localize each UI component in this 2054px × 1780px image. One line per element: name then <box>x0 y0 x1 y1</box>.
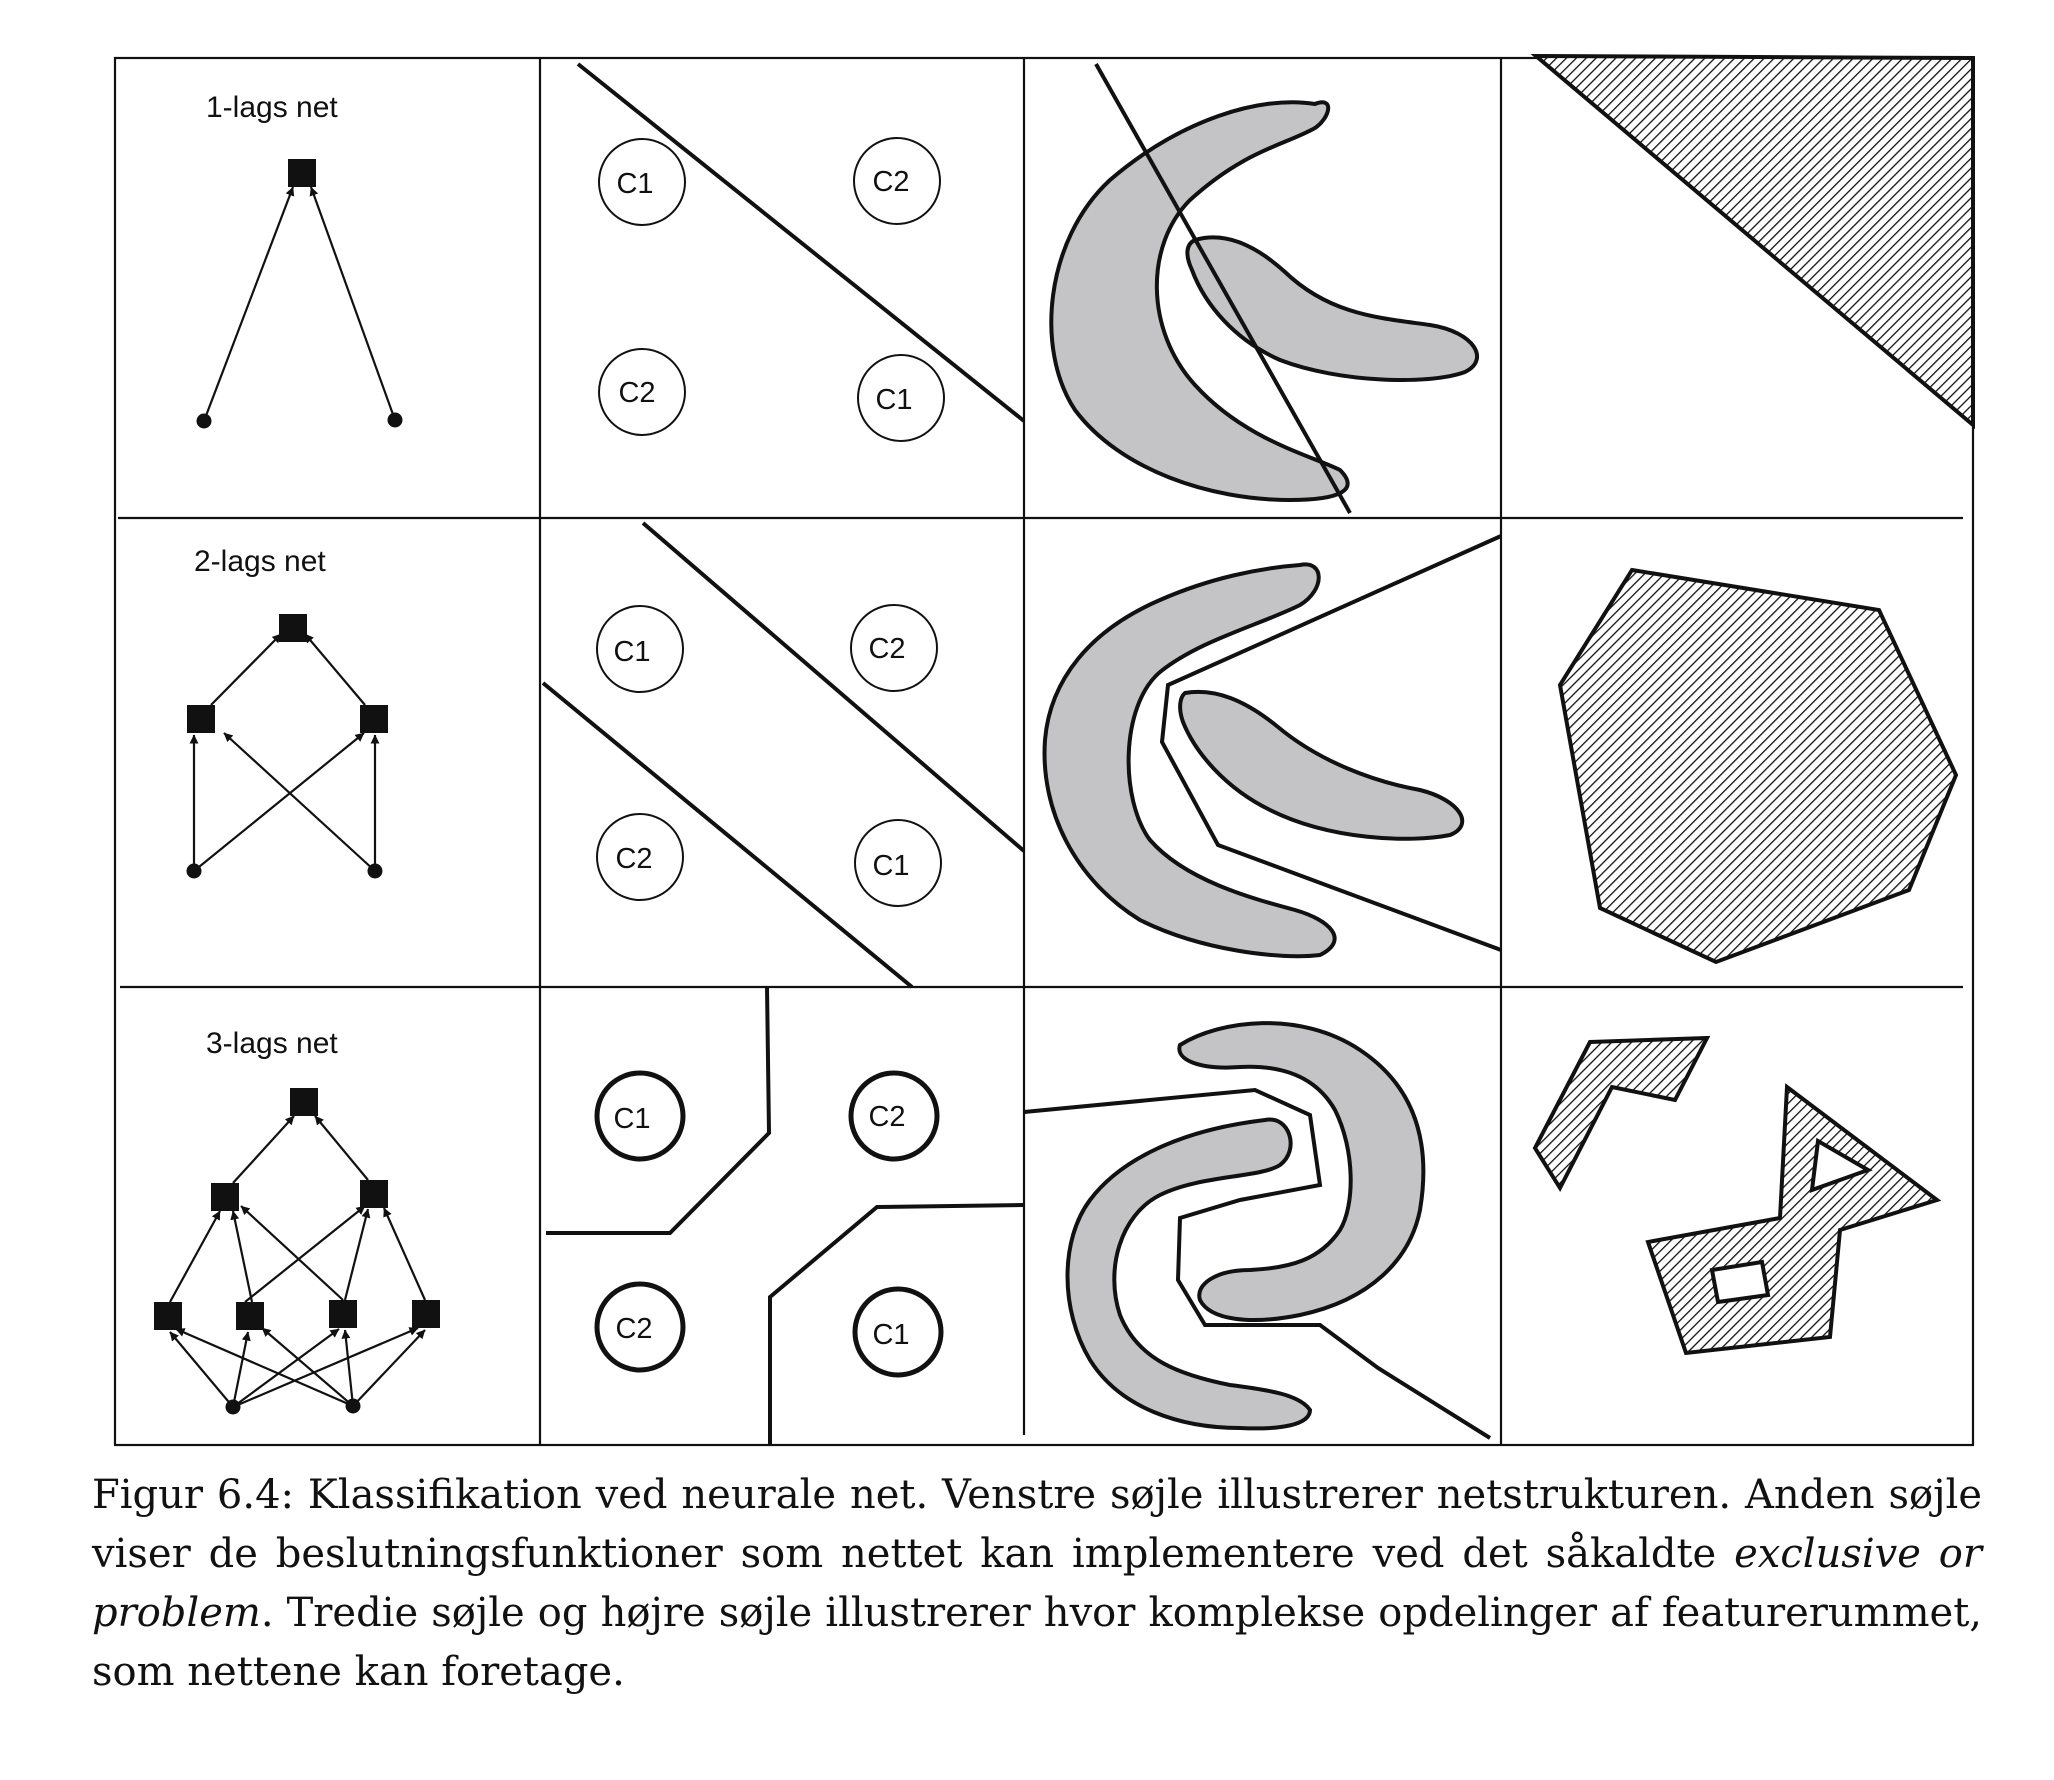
class-label: C1 <box>613 1103 650 1135</box>
hidden-node <box>187 705 215 733</box>
class-region-large <box>1042 562 1337 959</box>
class-label: C2 <box>618 377 655 409</box>
row-title-1: 1-lags net <box>206 91 338 124</box>
class-marker <box>852 1286 944 1378</box>
hole <box>1709 1259 1771 1305</box>
class-marker <box>598 348 686 436</box>
hidden-node <box>236 1302 264 1330</box>
hidden-node <box>329 1300 357 1328</box>
net-structure-2-layer: 2-lags net <box>186 545 388 879</box>
decision-boundary <box>1094 63 1352 514</box>
hatched-region <box>1557 567 1959 965</box>
decision-boundary <box>541 681 914 989</box>
hole <box>1809 1137 1873 1193</box>
decision-boundary <box>1023 1087 1492 1440</box>
hidden-node <box>211 1183 239 1211</box>
class-marker <box>850 604 938 692</box>
caption-italic-term: exclusive or problem <box>92 1531 1982 1636</box>
class-marker <box>596 605 684 693</box>
class-marker <box>853 137 941 225</box>
class-marker <box>848 1070 940 1162</box>
class-label: C2 <box>615 843 652 875</box>
class-marker <box>594 1281 686 1373</box>
caption-text: Figur 6.4: Klassifikation ved neurale ne… <box>92 1472 1982 1577</box>
decision-boundary <box>768 1203 1025 1445</box>
xor-panel-3: C1 C2 C2 C1 <box>546 986 1025 1445</box>
class-label: C1 <box>872 1319 909 1351</box>
region-panel-2 <box>1557 567 1959 965</box>
decision-boundary <box>1159 534 1502 952</box>
class-marker <box>598 138 686 226</box>
decision-boundary <box>641 521 1026 853</box>
class-marker <box>594 1070 686 1162</box>
class-label: C2 <box>868 633 905 665</box>
row-title-2: 2-lags net <box>194 545 326 578</box>
class-label: C2 <box>615 1313 652 1345</box>
crescent-panel-1 <box>1049 63 1479 514</box>
hidden-node <box>412 1300 440 1328</box>
class-label: C2 <box>872 166 909 198</box>
class-label: C1 <box>872 850 909 882</box>
region-panel-3 <box>1532 1035 1942 1356</box>
hidden-node <box>360 1180 388 1208</box>
output-node <box>290 1088 318 1116</box>
hidden-node <box>360 705 388 733</box>
hatched-region <box>1530 53 1975 430</box>
class-label: C2 <box>868 1101 905 1133</box>
hatched-region <box>1645 1083 1942 1356</box>
hatched-region <box>1532 1035 1711 1193</box>
region-panel-1 <box>1530 53 1975 430</box>
class-region-upper <box>1177 1021 1426 1322</box>
class-marker <box>854 819 942 907</box>
class-region-small <box>1178 689 1465 841</box>
class-marker <box>857 354 945 442</box>
class-region-lower <box>1065 1117 1313 1431</box>
net-structure-3-layer: 3-lags net <box>154 1027 440 1415</box>
row-title-3: 3-lags net <box>206 1027 338 1060</box>
class-label: C1 <box>875 384 912 416</box>
decision-boundary <box>546 986 772 1235</box>
class-label: C1 <box>613 636 650 668</box>
class-region-small <box>1185 235 1479 382</box>
output-node <box>288 159 316 187</box>
output-node <box>279 614 307 642</box>
hidden-node <box>154 1302 182 1330</box>
figure-caption: Figur 6.4: Klassifikation ved neurale ne… <box>92 1466 1982 1702</box>
caption-text-end: . Tredie søjle og højre søjle illustrere… <box>92 1590 1982 1695</box>
crescent-panel-3 <box>1023 1021 1492 1440</box>
xor-panel-1: C1 C2 C2 C1 <box>576 62 1026 442</box>
class-marker <box>596 813 684 901</box>
class-region-large <box>1049 100 1350 503</box>
classification-figure: 1-lags net 2-lags net 3-lags net <box>113 53 1975 1447</box>
xor-panel-2: C1 C2 C2 C1 <box>541 521 1026 989</box>
class-label: C1 <box>616 168 653 200</box>
crescent-panel-2 <box>1042 534 1502 959</box>
decision-boundary <box>576 62 1026 423</box>
net-structure-1-layer: 1-lags net <box>196 91 403 429</box>
